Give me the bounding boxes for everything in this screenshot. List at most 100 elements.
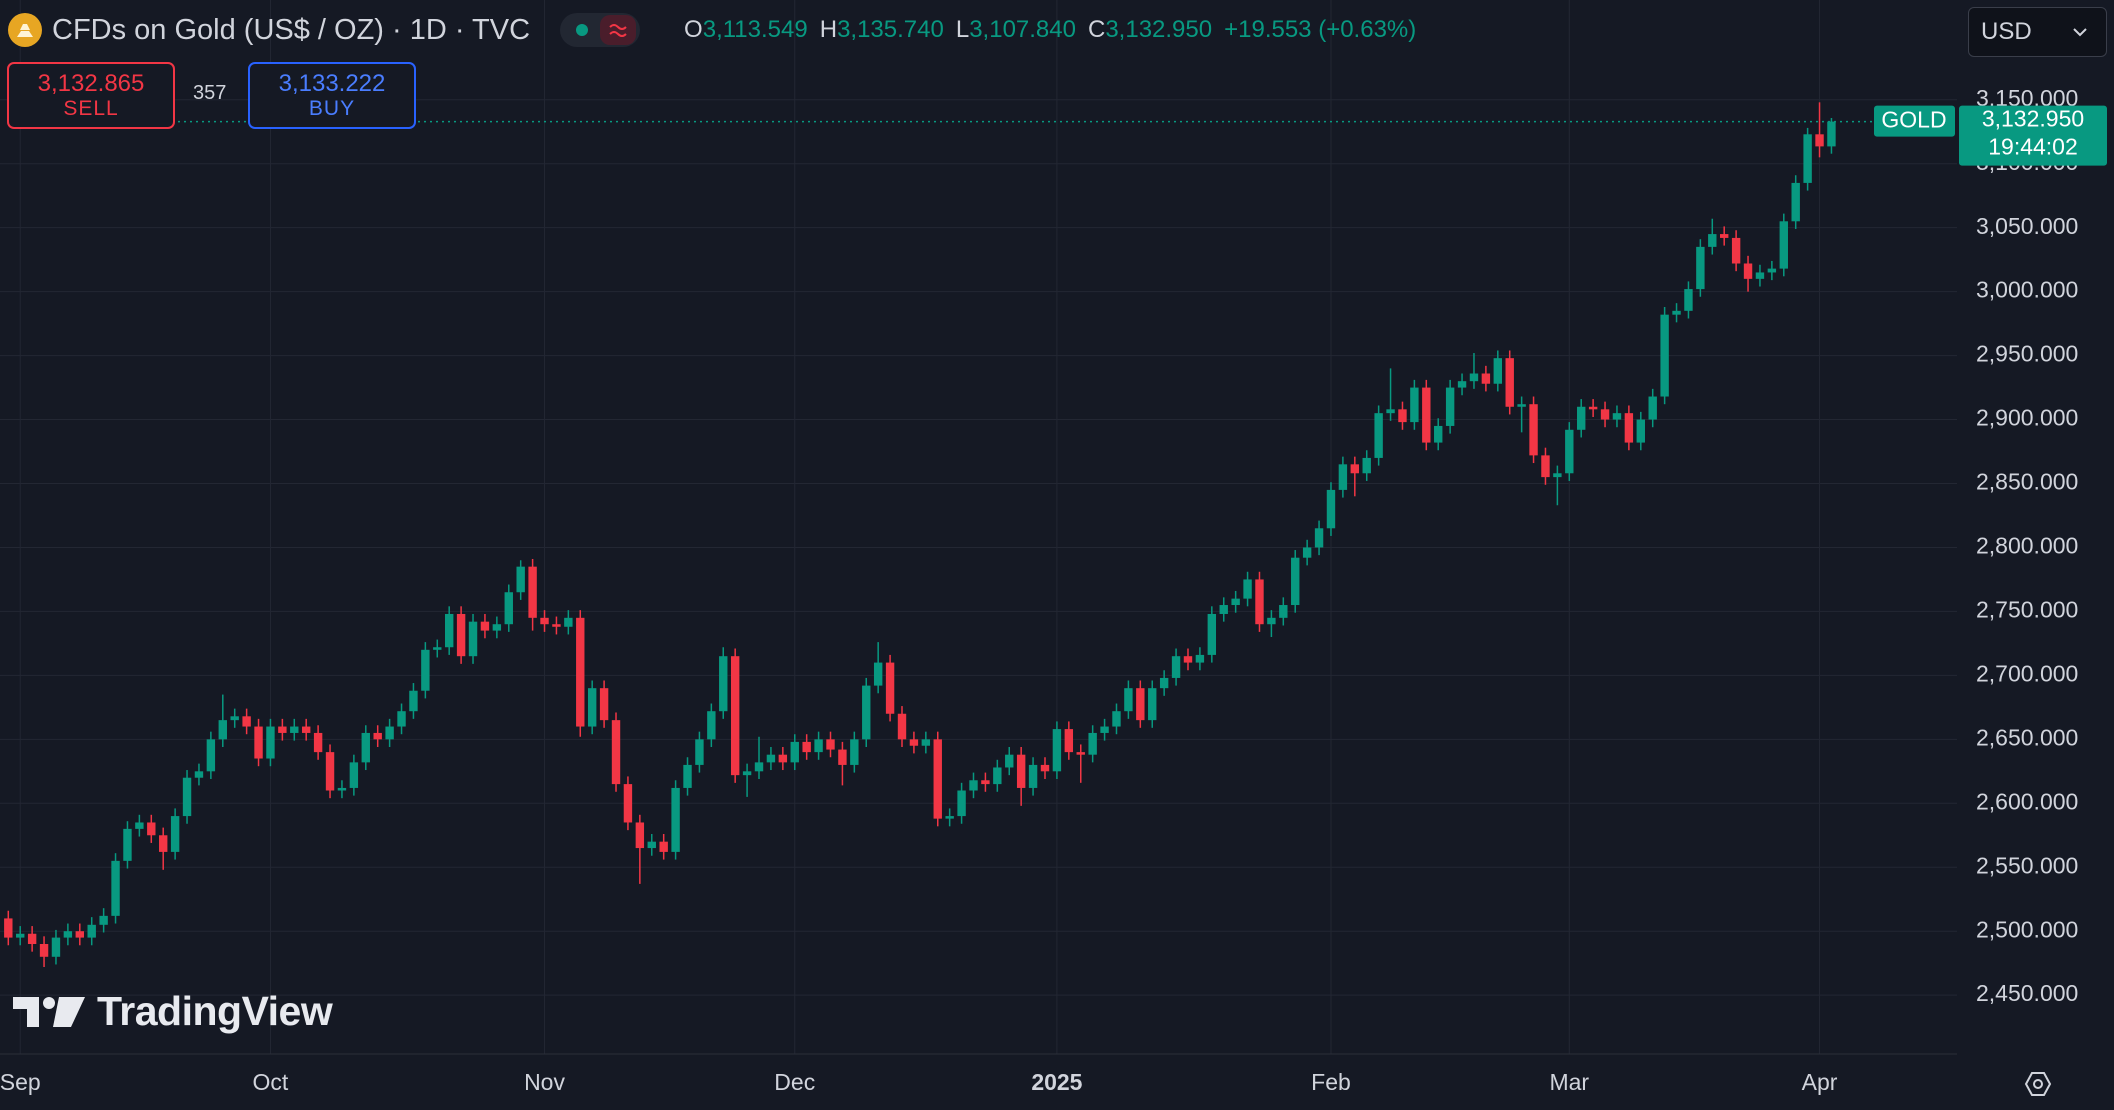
- ohlc-value: 3,107.840: [969, 16, 1076, 43]
- symbol-logo[interactable]: [8, 13, 42, 47]
- candle-body: [1422, 387, 1431, 443]
- candle-body: [1362, 457, 1371, 474]
- x-tick-label: 2025: [1031, 1069, 1082, 1095]
- candle-body: [528, 566, 537, 618]
- price-tag-countdown: 19:44:02: [1988, 134, 2078, 160]
- candle-body: [504, 592, 513, 625]
- y-tick-label: 2,600.000: [1976, 788, 2078, 814]
- candle-body: [325, 752, 335, 791]
- candle-body: [456, 613, 466, 657]
- candle-body: [278, 726, 287, 733]
- x-tick-label: Oct: [253, 1069, 289, 1095]
- candle-body: [885, 662, 895, 714]
- candle-body: [850, 739, 859, 765]
- candle-body: [1255, 579, 1264, 625]
- change: +19.553 (+0.63%): [1224, 16, 1417, 43]
- candle-body: [194, 771, 204, 778]
- candle-body: [1731, 237, 1741, 264]
- candle-body: [1207, 613, 1217, 655]
- candle-body: [1779, 221, 1788, 269]
- candle-body: [1040, 764, 1050, 772]
- logo-dot: [43, 996, 55, 1009]
- candle-body: [552, 624, 561, 627]
- candle-body: [1684, 289, 1693, 311]
- price-tag: [1959, 105, 2107, 166]
- candle-body: [802, 741, 811, 753]
- candle-body: [1171, 656, 1181, 678]
- candle-body: [1374, 413, 1383, 458]
- settings-icon[interactable]: [2024, 1072, 2052, 1096]
- x-tick-label: Dec: [774, 1069, 815, 1095]
- candle-body: [444, 613, 454, 648]
- price-tag-price: 3,132.950: [1982, 106, 2084, 132]
- candle-body: [671, 787, 680, 852]
- candle-body: [516, 566, 525, 593]
- y-tick-label: 3,050.000: [1976, 213, 2078, 239]
- candle-body: [230, 716, 239, 721]
- status-pill[interactable]: [560, 13, 641, 47]
- ohlc-key: O: [684, 16, 703, 43]
- grid: [0, 0, 1957, 1054]
- candle-body: [254, 726, 263, 759]
- y-tick-label: 2,800.000: [1976, 533, 2078, 559]
- candle-body: [1600, 409, 1610, 420]
- candle-body: [993, 767, 1002, 785]
- candle-body: [1755, 272, 1765, 279]
- candle-body: [1517, 404, 1526, 407]
- logo-bars: [17, 24, 33, 37]
- y-tick-label: 2,650.000: [1976, 724, 2078, 750]
- chevron: [2072, 28, 2087, 37]
- candle-body: [290, 726, 299, 733]
- x-tick-label: Apr: [1802, 1069, 1838, 1095]
- candle-body: [123, 828, 132, 861]
- candle-body: [1636, 419, 1645, 443]
- candle-body: [361, 732, 370, 763]
- candle-body: [742, 771, 752, 776]
- candle-body: [1302, 547, 1312, 558]
- symbol-tag-text: GOLD: [1881, 107, 1946, 133]
- candle-body: [1243, 579, 1252, 599]
- y-tick-label: 2,450.000: [1976, 980, 2078, 1006]
- buy-button[interactable]: 3,133.222 BUY: [248, 62, 416, 129]
- candle-body: [1553, 473, 1562, 478]
- candle-body: [1219, 605, 1228, 614]
- candle-body: [719, 656, 728, 712]
- candle-body: [1720, 234, 1729, 238]
- symbol-title[interactable]: CFDs on Gold (US$ / OZ) · 1D · TVC: [52, 13, 531, 46]
- candle-body: [1815, 134, 1824, 147]
- candle-body: [1612, 413, 1622, 420]
- candle-body: [945, 816, 954, 819]
- candle-body: [1231, 598, 1240, 606]
- candle-body: [1112, 711, 1121, 727]
- candle-body: [1016, 754, 1026, 788]
- candles: [4, 102, 1836, 968]
- ohlc-key: L: [955, 16, 970, 43]
- header: CFDs on Gold (US$ / OZ) · 1D · TVC O 3,11…: [8, 8, 1416, 52]
- currency-select[interactable]: USD: [1968, 7, 2107, 57]
- candle-body: [862, 685, 871, 740]
- candle-body: [313, 732, 323, 753]
- candle-body: [218, 720, 227, 740]
- ohlc-legend: O 3,113.549 H 3,135.740 L 3,107.840 C 3,132.950: [672, 16, 1212, 44]
- candle-body: [1827, 121, 1836, 147]
- candle-body: [897, 713, 907, 740]
- candle-body: [1708, 234, 1717, 247]
- candle-body: [421, 649, 430, 691]
- candle-body: [4, 918, 13, 938]
- candle-body: [1541, 455, 1550, 478]
- candle-body: [659, 841, 668, 852]
- candle-body: [1148, 688, 1157, 721]
- candle-body: [75, 931, 84, 938]
- candle-body: [635, 822, 645, 849]
- x-tick-label: Mar: [1549, 1069, 1589, 1095]
- sell-button[interactable]: 3,132.865 SELL: [7, 62, 175, 129]
- candle-body: [587, 688, 597, 727]
- candle-body: [27, 933, 37, 944]
- candle-body: [159, 835, 168, 852]
- candle-body: [814, 739, 823, 753]
- candle-body: [135, 822, 144, 829]
- candle-body: [1326, 489, 1336, 529]
- candle-body: [1291, 557, 1300, 606]
- candle-body: [921, 739, 931, 746]
